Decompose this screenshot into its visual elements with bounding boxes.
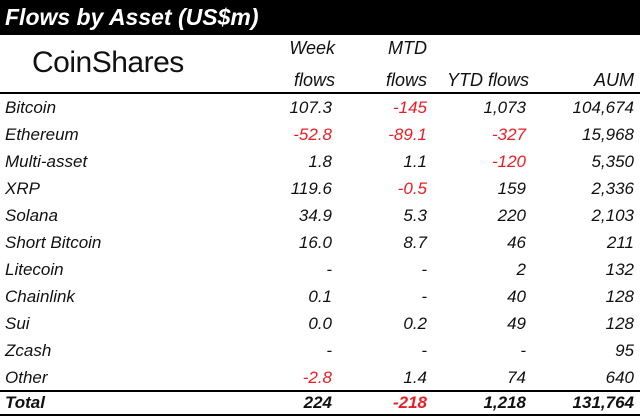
asset-name: Short Bitcoin	[5, 233, 102, 252]
aum-value: 95	[615, 341, 634, 360]
total-aum: 131,764	[572, 393, 634, 412]
week-flows-header-line-1: Week	[289, 38, 335, 58]
ytd-flow-value: 1,073	[483, 98, 526, 117]
asset-name: Zcash	[5, 341, 52, 360]
aum-value: 2,336	[591, 179, 634, 198]
table-row: Short Bitcoin 16.0 8.7 46 211	[0, 229, 640, 256]
aum-value: 211	[606, 233, 634, 252]
asset-name: Bitcoin	[5, 98, 57, 117]
page-title: Flows by Asset (US$m)	[0, 0, 640, 35]
ytd-flow-value: 220	[497, 206, 526, 225]
week-flow-value: 119.6	[290, 179, 332, 198]
aum-header: AUM	[594, 70, 634, 90]
mtd-flows-header: MTD flows	[325, 32, 427, 96]
total-divider-top	[0, 390, 640, 392]
header-divider	[0, 92, 640, 94]
table-row: XRP 119.6 -0.5 159 2,336	[0, 175, 640, 202]
mtd-flow-value: -145	[392, 98, 427, 117]
ytd-flow-value: -	[520, 341, 526, 360]
week-flow-value: -	[326, 341, 332, 360]
asset-name: Chainlink	[5, 287, 75, 306]
asset-name: Other	[5, 368, 48, 387]
mtd-flow-value: 1.4	[403, 368, 427, 387]
week-flow-value: 1.8	[308, 152, 332, 171]
mtd-flow-value: 8.7	[403, 233, 427, 252]
total-row: Total 224 -218 1,218 131,764	[0, 392, 640, 414]
week-flows-header: Week flows	[230, 32, 335, 96]
mtd-flow-value: -	[421, 260, 427, 279]
mtd-flow-value: -0.5	[397, 179, 427, 198]
total-week-flow: 224	[303, 393, 332, 412]
aum-value: 128	[605, 314, 634, 333]
week-flows-header-line-2: flows	[293, 70, 335, 90]
week-flow-value: -52.8	[293, 125, 332, 144]
ytd-flow-value: 49	[507, 314, 526, 333]
total-mtd-flow: -218	[392, 393, 427, 412]
aum-value: 15,968	[582, 125, 634, 144]
table-row: Zcash - - - 95	[0, 337, 640, 364]
asset-name: Multi-asset	[5, 152, 88, 171]
week-flow-value: 0.1	[308, 287, 332, 306]
coinshares-logo: CoinShares	[32, 46, 184, 79]
table-row: Bitcoin 107.3 -145 1,073 104,674	[0, 94, 640, 121]
mtd-flow-value: -	[421, 287, 427, 306]
table-row: Sui 0.0 0.2 49 128	[0, 310, 640, 337]
total-label: Total	[5, 393, 45, 412]
aum-value: 104,674	[572, 98, 634, 117]
mtd-flow-value: -	[421, 341, 427, 360]
ytd-flows-header: YTD flows	[446, 70, 529, 90]
asset-name: Litecoin	[5, 260, 64, 279]
mtd-flows-header-line-2: flows	[385, 70, 427, 90]
ytd-flow-value: -327	[491, 125, 526, 144]
table-row: Chainlink 0.1 - 40 128	[0, 283, 640, 310]
week-flow-value: 107.3	[289, 98, 332, 117]
asset-name: Sui	[5, 314, 30, 333]
asset-name: XRP	[5, 179, 40, 198]
week-flow-value: 34.9	[298, 206, 332, 225]
ytd-flow-value: 74	[507, 368, 526, 387]
mtd-flow-value: 0.2	[403, 314, 427, 333]
aum-value: 2,103	[591, 206, 634, 225]
total-ytd-flow: 1,218	[483, 393, 526, 412]
table-row: Litecoin - - 2 132	[0, 256, 640, 283]
mtd-flow-value: 5.3	[403, 206, 427, 225]
week-flow-value: 0.0	[308, 314, 332, 333]
aum-value: 132	[605, 260, 634, 279]
table-row: Solana 34.9 5.3 220 2,103	[0, 202, 640, 229]
mtd-flow-value: 1.1	[403, 152, 427, 171]
week-flow-value: -	[326, 260, 332, 279]
ytd-flow-value: 46	[507, 233, 526, 252]
aum-value: 640	[605, 368, 634, 387]
week-flow-value: 16.0	[298, 233, 332, 252]
ytd-flow-value: 40	[507, 287, 526, 306]
asset-name: Solana	[5, 206, 58, 225]
table-row: Other -2.8 1.4 74 640	[0, 364, 640, 391]
table-row: Multi-asset 1.8 1.1 -120 5,350	[0, 148, 640, 175]
ytd-flow-value: -120	[491, 152, 526, 171]
aum-value: 5,350	[591, 152, 634, 171]
flows-table: Bitcoin 107.3 -145 1,073 104,674 Ethereu…	[0, 94, 640, 391]
total-divider-bottom	[0, 414, 640, 416]
asset-name: Ethereum	[5, 125, 79, 144]
mtd-flow-value: -89.1	[388, 125, 427, 144]
ytd-flow-value: 159	[497, 179, 526, 198]
ytd-flow-value: 2	[516, 260, 526, 279]
table-row: Ethereum -52.8 -89.1 -327 15,968	[0, 121, 640, 148]
mtd-flows-header-line-1: MTD	[388, 38, 427, 58]
week-flow-value: -2.8	[302, 368, 332, 387]
aum-value: 128	[605, 287, 634, 306]
